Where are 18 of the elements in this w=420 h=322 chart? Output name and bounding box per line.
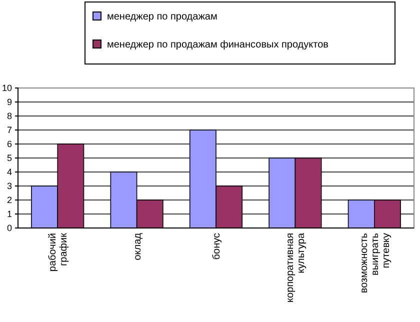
y-tick-label: 2 <box>6 194 12 205</box>
y-tick-label: 3 <box>6 180 12 191</box>
y-tick-label: 0 <box>6 222 12 233</box>
x-tick-label: возможность выиграть путевку <box>358 233 392 294</box>
y-tick-label: 5 <box>6 152 12 163</box>
y-tick-label: 9 <box>6 96 12 107</box>
x-tick-label: бонус <box>212 233 222 260</box>
y-tick-label: 8 <box>6 110 12 121</box>
legend-label: менеджер по продажам <box>107 12 218 22</box>
y-tick-label: 6 <box>6 138 12 149</box>
y-tick-label: 10 <box>2 82 12 93</box>
x-tick-label: корпоративная культура <box>285 232 308 302</box>
y-tick-label: 1 <box>6 208 12 219</box>
x-tick-label: рабочий график <box>48 232 70 272</box>
y-tick-label: 7 <box>6 124 12 135</box>
legend-label: менеджер по продажам финансовых продуктов <box>107 40 328 50</box>
y-tick-label: 4 <box>6 166 12 177</box>
x-tick-label: оклад <box>132 232 144 260</box>
